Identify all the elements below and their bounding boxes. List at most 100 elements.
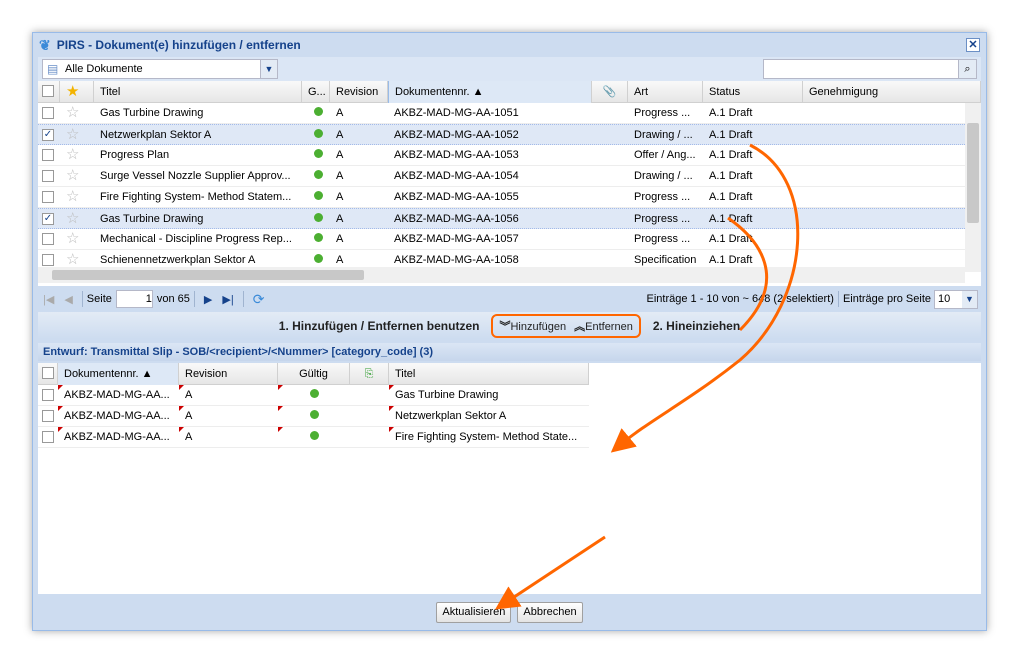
valid-icon	[308, 125, 330, 145]
favorite-star-icon[interactable]: ☆	[66, 251, 80, 268]
row-checkbox[interactable]	[42, 410, 54, 422]
row-checkbox[interactable]: ✓	[42, 129, 54, 141]
per-page-select[interactable]: 10 ▼	[934, 289, 978, 309]
table-row[interactable]: ☆ Mechanical - Discipline Progress Rep..…	[38, 229, 965, 250]
close-button[interactable]: ✕	[966, 38, 980, 52]
cell-revision: A	[185, 431, 193, 443]
col-revision[interactable]: Revision	[179, 363, 278, 385]
row-checkbox[interactable]	[42, 254, 54, 266]
title-bar: ❦ PIRS - Dokument(e) hinzufügen / entfer…	[33, 33, 986, 57]
vertical-scrollbar[interactable]	[965, 103, 981, 272]
valid-icon	[308, 250, 330, 270]
col-titel[interactable]: Titel	[94, 81, 302, 103]
row-checkbox[interactable]	[42, 191, 54, 203]
cell-title: Gas Turbine Drawing	[395, 389, 499, 401]
search-icon[interactable]: ⌕	[958, 60, 976, 78]
window-title: PIRS - Dokument(e) hinzufügen / entferne…	[56, 38, 301, 52]
cell-revision: A	[336, 213, 344, 225]
section-title: Entwurf: Transmittal Slip - SOB/<recipie…	[38, 343, 981, 361]
update-button[interactable]: Aktualisieren	[436, 601, 512, 623]
col-genehmigung[interactable]: Genehmigung	[803, 81, 981, 103]
cell-title: Netzwerkplan Sektor A	[100, 129, 212, 141]
col-titel[interactable]: Titel	[389, 363, 589, 385]
refresh-icon[interactable]: ⟳	[252, 290, 265, 307]
table-row[interactable]: ✓ ☆ Netzwerkplan Sektor A A AKBZ-MAD-MG-…	[38, 124, 965, 145]
favorite-star-icon[interactable]: ☆	[66, 188, 80, 205]
col-gueltig[interactable]: G...	[302, 81, 330, 103]
cell-nr: AKBZ-MAD-MG-AA-1051	[394, 107, 519, 119]
select-all-checkbox[interactable]	[38, 363, 58, 385]
row-checkbox[interactable]	[42, 149, 54, 161]
row-checkbox[interactable]	[42, 107, 54, 119]
first-page-icon[interactable]: |◀	[43, 293, 55, 306]
col-dokumentennr[interactable]: Dokumentennr. ▲	[388, 81, 592, 103]
table-row[interactable]: AKBZ-MAD-MG-AA... A Fire Fighting System…	[38, 427, 589, 448]
step2-label: 2. Hineinziehen	[652, 318, 741, 333]
horizontal-scrollbar[interactable]	[38, 267, 965, 283]
attachment-icon[interactable]: 📎	[592, 81, 628, 103]
cell-revision: A	[336, 233, 344, 245]
col-revision[interactable]: Revision	[330, 81, 388, 103]
next-page-icon[interactable]: ▶	[203, 293, 213, 306]
row-checkbox[interactable]	[42, 389, 54, 401]
cell-status: A.1 Draft	[709, 149, 753, 161]
col-status[interactable]: Status	[703, 81, 803, 103]
last-page-icon[interactable]: ▶|	[222, 293, 234, 306]
valid-icon	[278, 406, 350, 426]
cancel-button[interactable]: Abbrechen	[517, 601, 583, 623]
chevron-down-icon[interactable]: ▼	[260, 60, 277, 78]
table-row[interactable]: ☆ Gas Turbine Drawing A AKBZ-MAD-MG-AA-1…	[38, 103, 965, 124]
cell-art: Offer / Ang...	[634, 149, 696, 161]
grid-header: ★ Titel G... Revision Dokumentennr. ▲ 📎 …	[38, 81, 981, 103]
cell-art: Drawing / ...	[634, 170, 693, 182]
row-checkbox[interactable]	[42, 233, 54, 245]
valid-icon	[308, 166, 330, 186]
add-button[interactable]: ︾Hinzufügen	[499, 320, 567, 333]
cell-nr: AKBZ-MAD-MG-AA-1053	[394, 149, 519, 161]
favorite-star-icon[interactable]: ☆	[66, 167, 80, 184]
cell-nr: AKBZ-MAD-MG-AA-1056	[394, 213, 519, 225]
row-checkbox[interactable]: ✓	[42, 213, 54, 225]
table-row[interactable]: AKBZ-MAD-MG-AA... A Netzwerkplan Sektor …	[38, 406, 589, 427]
export-icon[interactable]: ⎘	[350, 363, 389, 385]
col-art[interactable]: Art	[628, 81, 703, 103]
cell-nr: AKBZ-MAD-MG-AA-1054	[394, 170, 519, 182]
table-row[interactable]: ☆ Surge Vessel Nozzle Supplier Approv...…	[38, 166, 965, 187]
row-checkbox[interactable]	[42, 170, 54, 182]
table-row[interactable]: AKBZ-MAD-MG-AA... A Gas Turbine Drawing	[38, 385, 589, 406]
valid-icon	[278, 385, 350, 405]
chevron-down-icon: ▼	[962, 290, 977, 308]
table-row[interactable]: ☆ Fire Fighting System- Method Statem...…	[38, 187, 965, 208]
cell-art: Progress ...	[634, 213, 691, 225]
cell-art: Progress ...	[634, 191, 691, 203]
cell-title: Fire Fighting System- Method State...	[395, 431, 578, 443]
cell-status: A.1 Draft	[709, 170, 753, 182]
valid-icon	[308, 145, 330, 165]
cell-nr: AKBZ-MAD-MG-AA...	[64, 410, 170, 422]
prev-page-icon[interactable]: ◀	[64, 293, 73, 306]
pager-summary: Einträge 1 - 10 von ~ 648 (2 selektiert)	[646, 293, 834, 305]
table-row[interactable]: ✓ ☆ Gas Turbine Drawing A AKBZ-MAD-MG-AA…	[38, 208, 965, 229]
favorite-star-icon[interactable]: ☆	[66, 126, 80, 143]
cell-nr: AKBZ-MAD-MG-AA-1055	[394, 191, 519, 203]
valid-icon	[308, 187, 330, 207]
search-input[interactable]: ⌕	[763, 59, 977, 79]
lower-grid-header: Dokumentennr. ▲ Revision Gültig ⎘ Titel	[38, 363, 589, 385]
cell-revision: A	[185, 389, 193, 401]
col-dokumentennr[interactable]: Dokumentennr. ▲	[58, 363, 179, 385]
favorite-star-icon[interactable]: ☆	[66, 210, 80, 227]
favorite-header-star-icon[interactable]: ★	[60, 81, 94, 103]
select-all-checkbox[interactable]	[38, 81, 60, 103]
favorite-star-icon[interactable]: ☆	[66, 146, 80, 163]
table-row[interactable]: ☆ Progress Plan A AKBZ-MAD-MG-AA-1053 Of…	[38, 145, 965, 166]
favorite-star-icon[interactable]: ☆	[66, 104, 80, 121]
col-gueltig[interactable]: Gültig	[278, 363, 350, 385]
row-checkbox[interactable]	[42, 431, 54, 443]
remove-button[interactable]: ︽Entfernen	[574, 320, 633, 333]
page-count: von 65	[156, 293, 190, 305]
cell-revision: A	[336, 170, 344, 182]
favorite-star-icon[interactable]: ☆	[66, 230, 80, 247]
document-filter-select[interactable]: ▤ Alle Dokumente ▼	[42, 59, 278, 79]
cell-title: Gas Turbine Drawing	[100, 107, 204, 119]
page-input[interactable]	[115, 290, 153, 308]
